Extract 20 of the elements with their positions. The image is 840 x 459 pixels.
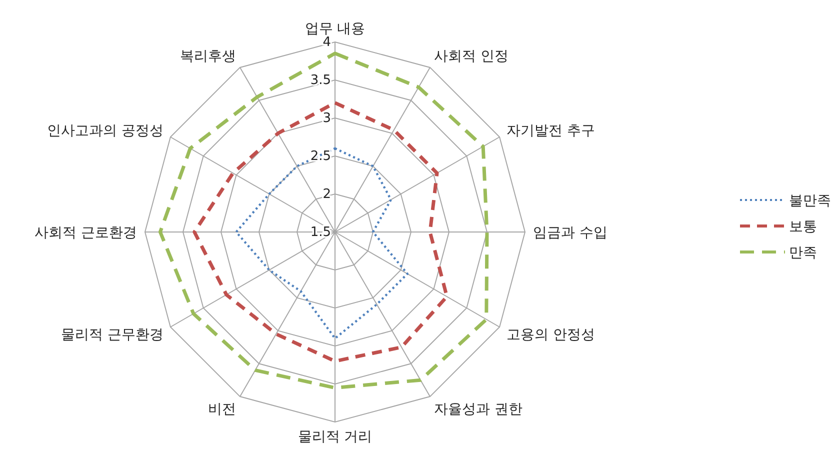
legend-label: 불만족 bbox=[789, 193, 831, 209]
spoke-label: 임금과 수입 bbox=[533, 225, 608, 241]
y-tick-label: 4 bbox=[322, 35, 331, 50]
legend-label: 보통 bbox=[789, 219, 817, 235]
spoke-label: 고용의 안정성 bbox=[506, 327, 595, 343]
y-tick-label: 3.5 bbox=[310, 73, 331, 88]
spoke-label: 사회적 근로환경 bbox=[34, 225, 137, 241]
spoke-label: 물리적 근무환경 bbox=[61, 327, 164, 343]
spoke-label: 복리후생 bbox=[180, 48, 236, 64]
spoke-label: 사회적 인정 bbox=[434, 48, 508, 64]
spoke-label: 물리적 거리 bbox=[298, 429, 372, 445]
y-tick-label: 2 bbox=[322, 187, 331, 202]
spoke-label: 비전 bbox=[208, 402, 236, 418]
y-tick-label: 3 bbox=[322, 111, 331, 126]
spoke-label: 업무 내용 bbox=[304, 21, 366, 37]
legend-label: 만족 bbox=[789, 245, 817, 261]
spoke-label: 인사고과의 공정성 bbox=[47, 123, 164, 139]
spoke-label: 자기발전 추구 bbox=[506, 123, 595, 139]
spoke-label: 자율성과 권한 bbox=[434, 402, 522, 418]
y-tick-label: 1.5 bbox=[310, 225, 331, 240]
